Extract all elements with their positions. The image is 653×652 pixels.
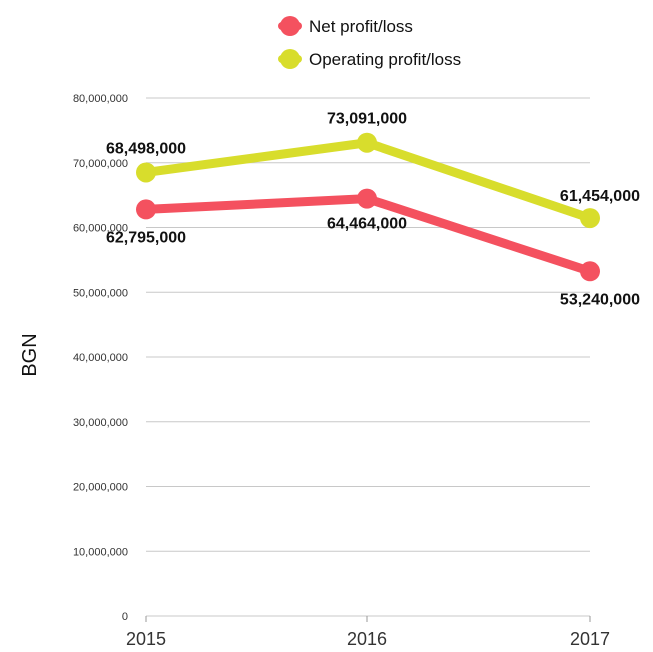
- x-tick-label: 2016: [347, 629, 387, 649]
- data-point: [136, 199, 156, 220]
- legend-swatch-dot: [280, 16, 300, 36]
- series-line: [141, 194, 595, 276]
- gridlines: [146, 97, 590, 617]
- legend: Net profit/loss Operating profit/loss: [278, 16, 461, 69]
- y-tick-label: 80,000,000: [73, 93, 128, 105]
- y-tick-label: 60,000,000: [73, 223, 128, 235]
- data-label: 68,498,000: [106, 140, 186, 157]
- data-point: [136, 162, 156, 183]
- y-axis-ticks: 0 10,000,000 20,000,000 30,000,000 40,000,00…: [73, 93, 128, 623]
- data-points: [136, 132, 600, 282]
- y-tick-label: 70,000,000: [73, 158, 128, 170]
- data-label: 53,240,000: [560, 291, 640, 308]
- data-label: 62,795,000: [106, 229, 186, 246]
- legend-label: Operating profit/loss: [309, 50, 461, 69]
- x-tick-label: 2017: [570, 629, 610, 649]
- x-axis-ticks: 2015 2016 2017: [126, 616, 610, 649]
- data-point: [357, 188, 377, 209]
- y-tick-label: 20,000,000: [73, 482, 128, 494]
- legend-label: Net profit/loss: [309, 17, 413, 36]
- data-point: [580, 261, 600, 282]
- y-axis-label: BGN: [19, 333, 41, 376]
- x-tick-label: 2015: [126, 629, 166, 649]
- legend-swatch-dot: [280, 49, 300, 69]
- data-point: [357, 132, 377, 153]
- data-label: 64,464,000: [327, 216, 407, 233]
- y-tick-label: 10,000,000: [73, 546, 128, 558]
- data-label: 73,091,000: [327, 111, 407, 128]
- data-labels: 62,795,000 64,464,000 53,240,000 68,498,000…: [106, 111, 640, 309]
- data-point: [580, 208, 600, 229]
- y-tick-label: 30,000,000: [73, 417, 128, 429]
- y-tick-label: 40,000,000: [73, 352, 128, 364]
- data-label: 61,454,000: [560, 188, 640, 205]
- y-tick-label: 0: [122, 611, 128, 623]
- y-tick-label: 50,000,000: [73, 287, 128, 299]
